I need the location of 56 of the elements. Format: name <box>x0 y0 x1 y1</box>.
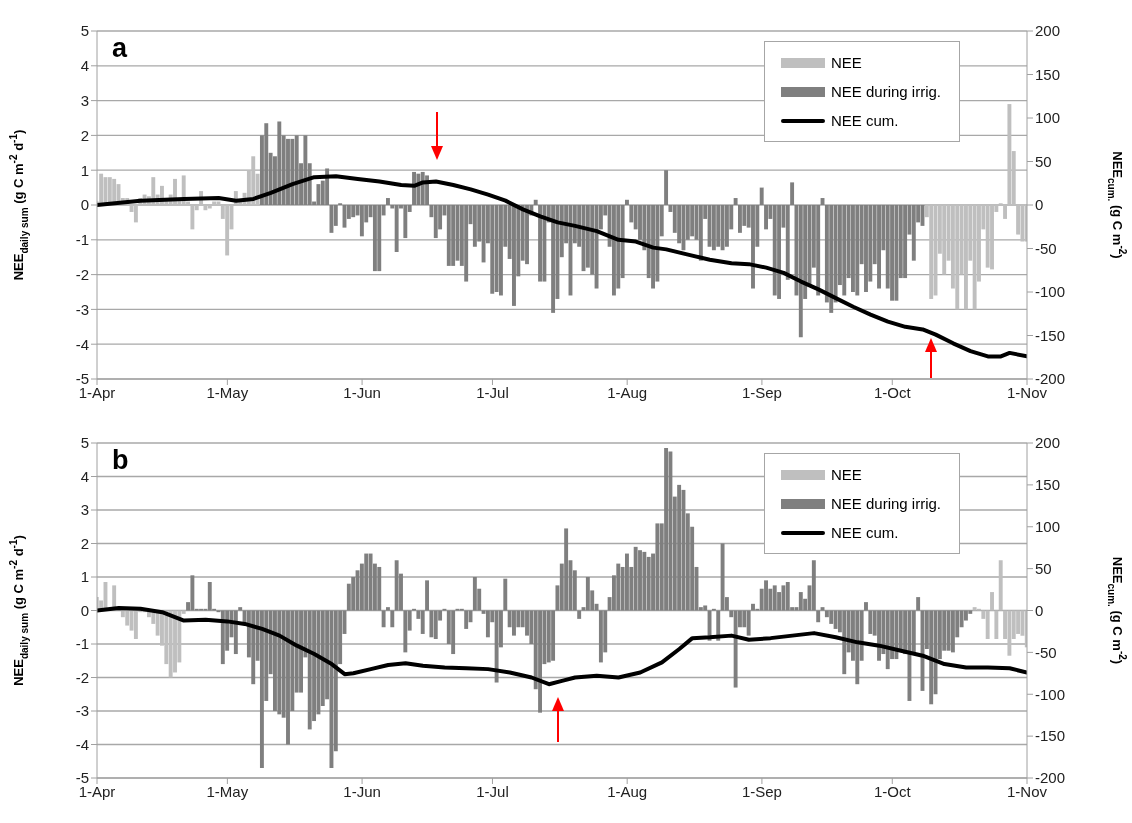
y2-tick-label: 200 <box>1035 434 1061 452</box>
y2-tick-label: 200 <box>1035 22 1061 40</box>
y-tick-label: -1 <box>75 635 89 653</box>
y2-tick-label: -100 <box>1035 685 1066 703</box>
y-tick-label: 4 <box>80 57 89 75</box>
y-tick-label: 1 <box>80 161 89 179</box>
y-tick-label: -4 <box>75 735 89 753</box>
y-tick-label: -2 <box>75 668 89 686</box>
y-tick-label: 3 <box>80 91 89 109</box>
y2-tick-label: 50 <box>1035 559 1052 577</box>
y-tick-label: -3 <box>75 702 89 720</box>
y2-tick-label: -150 <box>1035 326 1066 344</box>
annotation: b <box>112 445 129 476</box>
legend-label: NEE <box>830 54 862 71</box>
y2-tick-label: 50 <box>1035 152 1052 170</box>
y2-tick-label: 0 <box>1035 196 1044 214</box>
y-tick-label: 1 <box>80 568 89 586</box>
y-tick-label: 0 <box>80 196 89 214</box>
legend-label: NEE during irrig. <box>830 495 941 512</box>
x-tick-label: 1-Aug <box>607 782 648 800</box>
x-tick-label: 1-May <box>206 782 249 800</box>
y-tick-label: -1 <box>75 231 89 249</box>
x-tick-label: 1-Oct <box>873 782 912 800</box>
legend-label: NEE cum. <box>830 112 899 129</box>
legend-label: NEE cum. <box>830 524 899 541</box>
y-tick-label: -3 <box>75 300 89 318</box>
x-tick-label: 1-Jun <box>343 782 381 800</box>
x-tick-label: 1-Aug <box>607 383 648 401</box>
x-tick-label: 1-Jun <box>343 383 381 401</box>
x-tick-label: 1-Jul <box>476 782 509 800</box>
legend-label: NEE during irrig. <box>830 83 941 100</box>
y-tick-label: 5 <box>80 434 89 452</box>
x-tick-label: 1-May <box>206 383 249 401</box>
y-tick-label: 2 <box>80 534 89 552</box>
x-tick-label: 1-Sep <box>741 782 782 800</box>
y2-tick-label: -50 <box>1035 239 1057 257</box>
y2-tick-label: 0 <box>1035 601 1044 619</box>
y2-tick-label: 150 <box>1035 476 1061 494</box>
annotation: a <box>112 33 128 64</box>
y-tick-label: 0 <box>80 601 89 619</box>
x-tick-label: 1-Sep <box>741 383 782 401</box>
x-tick-label: 1-Jul <box>476 383 509 401</box>
y2-tick-label: -50 <box>1035 643 1057 661</box>
y2-tick-label: 150 <box>1035 65 1061 83</box>
y-tick-label: -4 <box>75 335 89 353</box>
y-tick-label: 4 <box>80 467 89 485</box>
legend-label: NEE <box>830 466 862 483</box>
y-tick-label: -2 <box>75 265 89 283</box>
y-tick-label: 2 <box>80 126 89 144</box>
y2-tick-label: 100 <box>1035 518 1061 536</box>
x-tick-label: 1-Oct <box>873 383 912 401</box>
y-tick-label: 5 <box>80 22 89 40</box>
y2-tick-label: 100 <box>1035 109 1061 127</box>
y-tick-label: 3 <box>80 501 89 519</box>
y2-tick-label: -150 <box>1035 727 1066 745</box>
y2-tick-label: -100 <box>1035 283 1066 301</box>
